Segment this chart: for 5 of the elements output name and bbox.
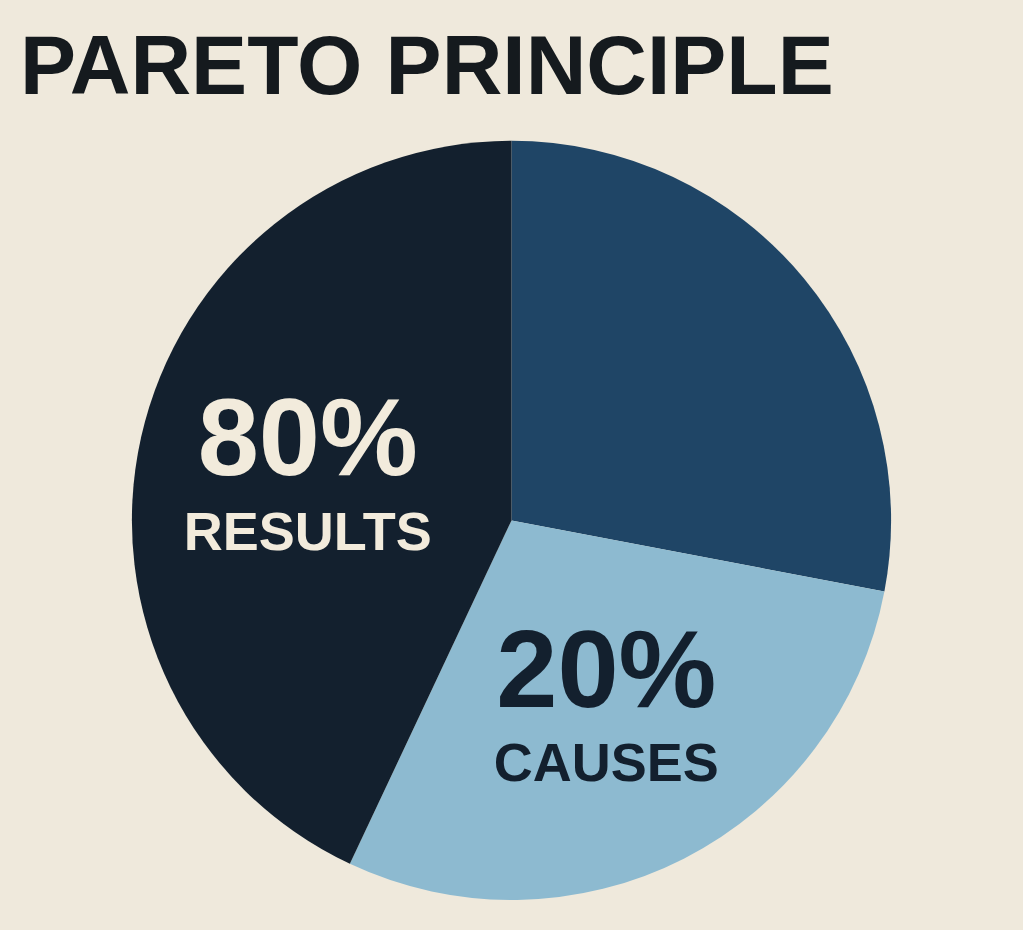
slice-label: RESULTS xyxy=(183,500,432,561)
slice-label: CAUSES xyxy=(493,732,719,793)
chart-title: PARETO PRINCIPLE xyxy=(20,17,834,112)
text: 20% xyxy=(496,606,717,730)
text: 80% xyxy=(197,375,418,499)
